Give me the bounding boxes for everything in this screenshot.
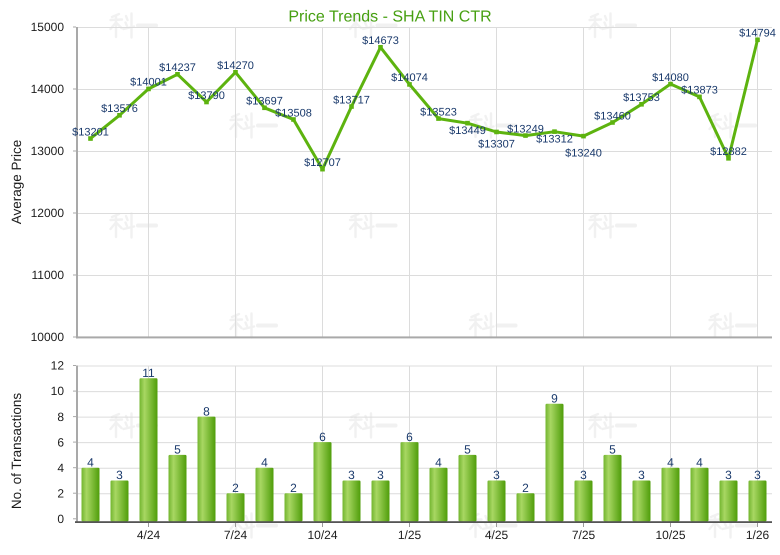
svg-text:Average Price: Average Price	[9, 140, 24, 225]
svg-text:15000: 15000	[31, 20, 65, 34]
svg-text:6: 6	[319, 430, 326, 444]
svg-text:2: 2	[232, 481, 239, 495]
svg-text:3: 3	[116, 468, 123, 482]
svg-text:1/26: 1/26	[746, 528, 770, 542]
svg-text:$13753: $13753	[623, 92, 660, 104]
svg-text:3: 3	[754, 468, 761, 482]
svg-text:Price Trends - SHA TIN CTR: Price Trends - SHA TIN CTR	[288, 9, 491, 26]
svg-text:13000: 13000	[31, 144, 65, 158]
svg-text:4: 4	[667, 455, 674, 469]
svg-text:$13201: $13201	[72, 126, 109, 138]
svg-text:1/25: 1/25	[398, 528, 422, 542]
svg-text:4: 4	[261, 455, 268, 469]
svg-text:11000: 11000	[32, 268, 65, 282]
svg-text:3: 3	[725, 468, 732, 482]
svg-text:3: 3	[638, 468, 645, 482]
svg-text:4: 4	[87, 455, 94, 469]
svg-text:No. of Transactions: No. of Transactions	[9, 393, 24, 510]
svg-text:4/25: 4/25	[485, 528, 509, 542]
svg-text:$13307: $13307	[478, 138, 515, 150]
svg-text:$14237: $14237	[159, 62, 196, 74]
svg-text:$14270: $14270	[217, 60, 254, 72]
svg-text:$13697: $13697	[246, 96, 283, 108]
svg-text:$13508: $13508	[275, 107, 312, 119]
svg-text:5: 5	[464, 443, 471, 457]
svg-text:10000: 10000	[31, 330, 65, 344]
svg-text:$13523: $13523	[420, 106, 457, 118]
svg-text:$14794: $14794	[739, 28, 776, 40]
svg-text:2: 2	[522, 481, 529, 495]
svg-text:$13576: $13576	[101, 103, 138, 115]
svg-text:$13240: $13240	[565, 147, 602, 159]
svg-text:$14673: $14673	[362, 35, 399, 47]
svg-text:3: 3	[580, 468, 587, 482]
svg-text:$13717: $13717	[333, 94, 370, 106]
svg-text:3: 3	[493, 468, 500, 482]
svg-text:5: 5	[609, 443, 616, 457]
svg-text:$13249: $13249	[507, 123, 544, 135]
svg-text:3: 3	[377, 468, 384, 482]
svg-text:$14001: $14001	[130, 77, 167, 89]
svg-text:7/25: 7/25	[572, 528, 596, 542]
svg-text:10/24: 10/24	[307, 528, 337, 542]
svg-text:2: 2	[57, 486, 64, 500]
svg-text:4: 4	[435, 455, 442, 469]
svg-text:$14074: $14074	[391, 72, 428, 84]
svg-text:7/24: 7/24	[224, 528, 248, 542]
svg-text:$14080: $14080	[652, 72, 689, 84]
svg-text:6: 6	[406, 430, 413, 444]
svg-text:2: 2	[290, 481, 297, 495]
svg-text:3: 3	[348, 468, 355, 482]
svg-text:14000: 14000	[31, 82, 65, 96]
svg-text:$13460: $13460	[594, 110, 631, 122]
svg-text:10: 10	[51, 384, 65, 398]
svg-text:4: 4	[696, 455, 703, 469]
svg-text:$13873: $13873	[681, 85, 718, 97]
svg-text:4: 4	[57, 461, 64, 475]
svg-text:8: 8	[203, 404, 210, 418]
svg-text:11: 11	[142, 366, 155, 380]
svg-text:6: 6	[57, 435, 64, 449]
svg-text:0: 0	[57, 512, 64, 526]
svg-text:$12882: $12882	[710, 146, 747, 158]
svg-text:9: 9	[551, 392, 558, 406]
svg-text:4/24: 4/24	[137, 528, 161, 542]
svg-text:$13312: $13312	[536, 134, 573, 146]
svg-text:12000: 12000	[31, 206, 65, 220]
svg-text:12: 12	[51, 359, 65, 373]
svg-text:$12707: $12707	[304, 157, 341, 169]
svg-text:10/25: 10/25	[655, 528, 685, 542]
svg-text:$13449: $13449	[449, 125, 486, 137]
svg-text:8: 8	[57, 410, 64, 424]
svg-text:5: 5	[174, 443, 181, 457]
svg-text:$13790: $13790	[188, 90, 225, 102]
